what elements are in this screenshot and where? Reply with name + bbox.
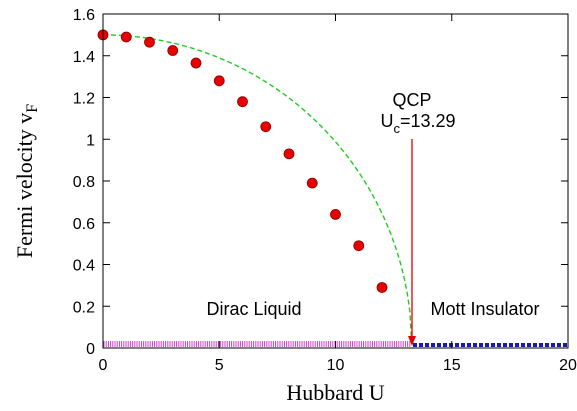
mott-band-hatch: [514, 343, 519, 347]
y-tick-label: 0.4: [73, 258, 95, 275]
y-axis-title-sub: F: [24, 104, 41, 113]
mott-band-hatch: [478, 343, 483, 347]
y-axis-title: Fermi velocity vF: [12, 104, 41, 258]
data-point: [353, 240, 365, 252]
mott-band-hatch: [454, 343, 459, 347]
data-point: [167, 45, 179, 56]
mott-band-hatch: [526, 343, 531, 347]
mott-band-hatch: [436, 343, 441, 347]
mott-band-hatch: [538, 343, 543, 347]
uc-label-main: U: [380, 111, 393, 131]
y-tick-label: 0.6: [73, 216, 95, 233]
mott-band-hatch: [520, 343, 525, 347]
fit-curve-layer: [103, 34, 413, 349]
x-tick-label: 5: [215, 357, 224, 374]
mott-band-hatch: [466, 343, 471, 347]
mott-band-hatch: [472, 343, 477, 347]
data-point: [283, 148, 295, 160]
mott-band-hatch: [496, 343, 501, 347]
mott-band-hatch: [430, 343, 435, 347]
mott-band-hatch: [532, 343, 537, 347]
y-tick-label: 0.8: [73, 174, 95, 191]
data-point: [376, 282, 388, 293]
mott-insulator-label: Mott Insulator: [430, 299, 539, 319]
mott-band-hatch: [412, 343, 417, 347]
x-tick-label: 10: [327, 357, 345, 374]
data-point: [120, 31, 132, 43]
data-point: [237, 96, 248, 108]
mott-band-hatch: [550, 343, 555, 347]
uc-label-value: =13.29: [400, 111, 456, 131]
x-tick-label: 0: [99, 357, 108, 374]
mott-band-hatch: [562, 343, 567, 347]
dirac-liquid-label: Dirac Liquid: [206, 299, 301, 319]
y-tick-label: 1.4: [73, 49, 95, 66]
mott-band-hatch: [502, 343, 507, 347]
fit-curve: [103, 34, 413, 349]
y-tick-label: 0.2: [73, 299, 95, 316]
x-tick-label: 15: [443, 357, 461, 374]
data-point: [330, 208, 341, 220]
mott-band-hatch: [544, 343, 549, 347]
data-point: [144, 36, 155, 48]
x-tick-label: 20: [559, 357, 577, 374]
uc-label: Uc=13.29: [380, 111, 455, 136]
y-tick-label: 0: [86, 341, 95, 358]
uc-label-sub: c: [393, 121, 400, 136]
mott-band-hatch: [424, 343, 429, 347]
data-point: [190, 57, 202, 69]
y-axis-title-main: Fermi velocity v: [12, 113, 37, 258]
y-tick-label: 1.6: [73, 7, 95, 24]
mott-band-hatch: [448, 343, 453, 347]
mott-band-hatch: [460, 343, 465, 347]
mott-band-hatch: [508, 343, 513, 347]
plot-frame: [102, 13, 569, 349]
mott-band-hatch: [484, 343, 489, 347]
phase-band-layer: [103, 341, 567, 347]
mott-band-hatch: [418, 343, 423, 347]
x-axis-title: Hubbard U: [286, 380, 384, 405]
mott-band-hatch: [442, 343, 447, 347]
y-tick-label: 1.2: [73, 91, 95, 108]
qcp-arrow-head: [407, 336, 416, 346]
data-point: [306, 177, 318, 189]
qcp-arrow: [407, 139, 416, 346]
data-point: [213, 75, 225, 87]
tick-layer: 0 5 10 15 20 0 0.2 0.4 0.6 0.8 1 1.2 1.4 1.6: [73, 7, 577, 374]
data-point: [260, 121, 272, 133]
mott-band-hatch: [490, 343, 495, 347]
data-points-layer: [97, 29, 388, 293]
mott-band-hatch: [556, 343, 561, 347]
y-tick-label: 1: [86, 132, 95, 149]
qcp-label: QCP: [392, 90, 431, 110]
